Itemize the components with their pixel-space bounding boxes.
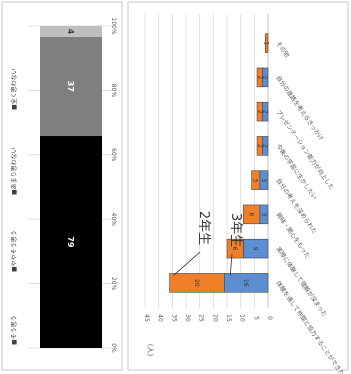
count-callout-line [229,253,233,276]
percent-chart: 79 37 4 0% 20% 40% 60% 80% 100% ■そう思う ■ややそう思う ■あま… [1,1,123,371]
percent-bar-segment [40,36,102,137]
count-tick-label: 15 [225,314,232,322]
count-bar-segment [256,101,263,122]
count-tick-label: 25 [198,314,205,322]
count-tick-labels: 0 5 10 15 20 25 30 35 40 45 (人) [143,314,273,356]
percent-segment-label: 37 [66,81,75,92]
count-tick-label: 35 [170,314,177,322]
count-callout-line [173,251,201,276]
count-bar-label: 2 [261,75,268,79]
count-bar-label: 6 [248,212,255,216]
count-callout-label: 3年生 [228,213,243,247]
count-bar-label: 2 [256,75,263,79]
count-bar-segment [256,67,263,88]
count-tick-label: 20 [211,314,218,322]
count-bar-label: 3 [260,212,267,216]
count-bar-label: 2 [256,144,263,148]
count-bar-label: 16 [242,279,249,287]
count-bar-label: 3 [260,178,267,182]
percent-tick-label: 60% [110,148,117,162]
percent-legend-item: ■あまり思わない [11,147,18,195]
count-tick-label: 30 [184,314,191,322]
percent-tick-label: 20% [110,277,117,291]
count-bar-segment [264,33,269,53]
percent-legend-item: ■全く思わない [10,68,18,110]
count-unit-label: (人) [146,344,154,357]
percent-bar-segment [40,26,102,37]
count-bar-label: 6 [231,247,238,251]
percent-legend-item: ■そう思う [11,315,18,345]
count-gridlines [144,14,269,308]
count-bar-segment [256,136,263,156]
count-tick-label: 0 [266,316,273,320]
percent-legend-item: ■ややそう思う [10,230,18,272]
count-bar-label: 9 [252,247,259,251]
count-chart-panel [127,1,349,371]
count-tick-label: 5 [252,316,259,320]
percent-segment-label: 4 [66,29,75,35]
count-bar-segment [243,204,261,225]
percent-tick-label: 100% [110,17,117,34]
count-bar-label: 2 [261,110,268,114]
count-bar-segment [169,273,225,293]
percent-bar-segment [40,136,102,348]
percent-tick-label: 40% [110,213,117,227]
count-bar-segment [226,238,244,259]
count-tick-label: 10 [239,314,246,322]
percent-segment-label: 79 [66,236,75,248]
count-bar-label: 2 [256,110,263,114]
count-bar-label: 2 [261,144,268,148]
percent-tick-label: 0% [110,343,117,353]
count-bar-label: 1 [263,41,270,45]
count-annotations: 2年生 3年生 [173,211,243,276]
percent-bars: 79 37 4 [40,26,102,348]
count-bar-label: 20 [193,279,200,287]
count-callout-label: 2年生 [196,211,211,245]
count-bar-segment [251,170,261,190]
count-bar-label: 3 [252,178,259,182]
percent-legend: ■そう思う ■ややそう思う ■あまり思わない ■全く思わない [10,68,18,345]
count-tick-label: 45 [143,314,150,322]
count-tick-label: 40 [157,314,164,322]
percent-tick-label: 80% [110,84,117,98]
percent-tick-labels: 0% 20% 40% 60% 80% 100% [110,17,117,353]
